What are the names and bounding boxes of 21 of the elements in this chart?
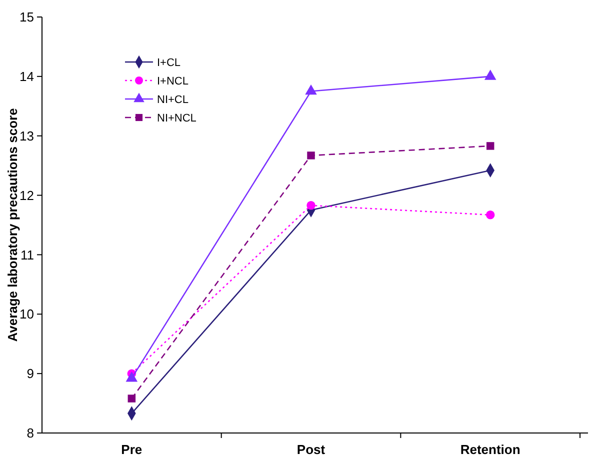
- point: [307, 152, 315, 160]
- y-tick-label: 8: [26, 426, 34, 441]
- x-tick-label: Post: [296, 442, 326, 457]
- y-axis-title: Average laboratory precautions score: [5, 108, 20, 342]
- legend-label: NI+NCL: [157, 112, 196, 124]
- y-tick-label: 15: [20, 10, 34, 25]
- x-tick-label: Retention: [460, 442, 520, 457]
- point: [486, 210, 495, 220]
- y-tick-label: 9: [26, 366, 34, 382]
- y-tick-label: 10: [20, 306, 34, 322]
- point: [306, 201, 316, 210]
- point: [128, 394, 136, 402]
- y-tick-label: 12: [20, 188, 34, 203]
- point: [486, 142, 494, 150]
- x-tick-label: Pre: [121, 442, 142, 457]
- y-tick-label: 13: [20, 128, 34, 144]
- legend-label: I+NCL: [157, 75, 188, 88]
- y-tick-label: 14: [20, 68, 34, 84]
- y-tick-label: 11: [20, 247, 34, 262]
- legend-label: I+CL: [157, 56, 181, 69]
- legend-label: NI+CL: [157, 94, 188, 106]
